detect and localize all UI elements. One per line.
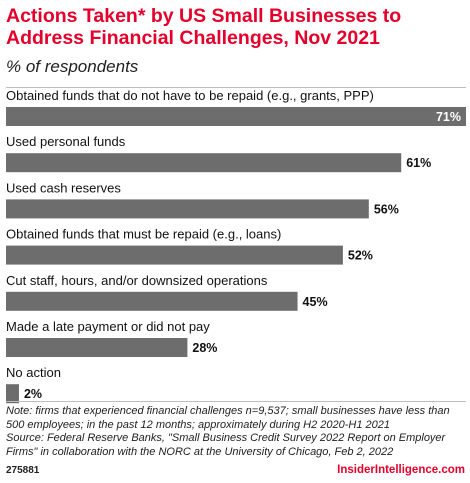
category-label: Used cash reserves (6, 180, 121, 195)
chart-subtitle: % of respondents (6, 57, 139, 76)
bar-chart: Obtained funds that do not have to be re… (6, 88, 466, 404)
bar-row: Used cash reserves 56% (6, 180, 399, 219)
source-text: Source: Federal Reserve Banks, "Small Bu… (6, 432, 446, 458)
category-label: Obtained funds that do not have to be re… (6, 88, 374, 103)
chart-title: Actions Taken* by US Small Businesses to… (6, 5, 402, 49)
value-label: 28% (192, 341, 217, 355)
bar-row: No action 2% (6, 365, 61, 404)
value-label: 52% (348, 249, 373, 263)
brand-logo-text[interactable]: InsiderIntelligence.com (337, 464, 465, 476)
bar (6, 384, 19, 404)
category-label: Cut staff, hours, and/or downsized opera… (6, 273, 268, 288)
chart-footnote: Note: firms that experienced financial c… (6, 405, 468, 459)
bar-row: Used personal funds 61% (6, 134, 431, 173)
bar-row: Obtained funds that do not have to be re… (6, 88, 466, 126)
top-divider (6, 87, 466, 88)
bar-row: Cut staff, hours, and/or downsized opera… (6, 273, 328, 311)
value-label: 45% (303, 295, 328, 309)
value-label: 71% (436, 110, 461, 124)
value-label: 61% (406, 156, 431, 170)
bottom-divider (6, 401, 466, 402)
bar-row: Obtained funds that must be repaid (e.g.… (6, 227, 373, 265)
category-label: Obtained funds that must be repaid (e.g.… (6, 227, 281, 242)
bar (6, 291, 298, 311)
category-label: Used personal funds (6, 134, 126, 149)
bar (6, 107, 466, 126)
bar (6, 338, 188, 357)
chart-id: 275881 (6, 465, 40, 476)
value-label: 56% (374, 202, 399, 216)
note-text: Note: firms that experienced financial c… (6, 405, 450, 431)
category-label: No action (6, 365, 61, 380)
bar (6, 199, 369, 219)
category-label: Made a late payment or did not pay (6, 319, 210, 334)
bar (6, 153, 402, 173)
value-label: 2% (24, 387, 42, 401)
bar-row: Made a late payment or did not pay 28% (6, 319, 217, 357)
bar (6, 245, 343, 265)
